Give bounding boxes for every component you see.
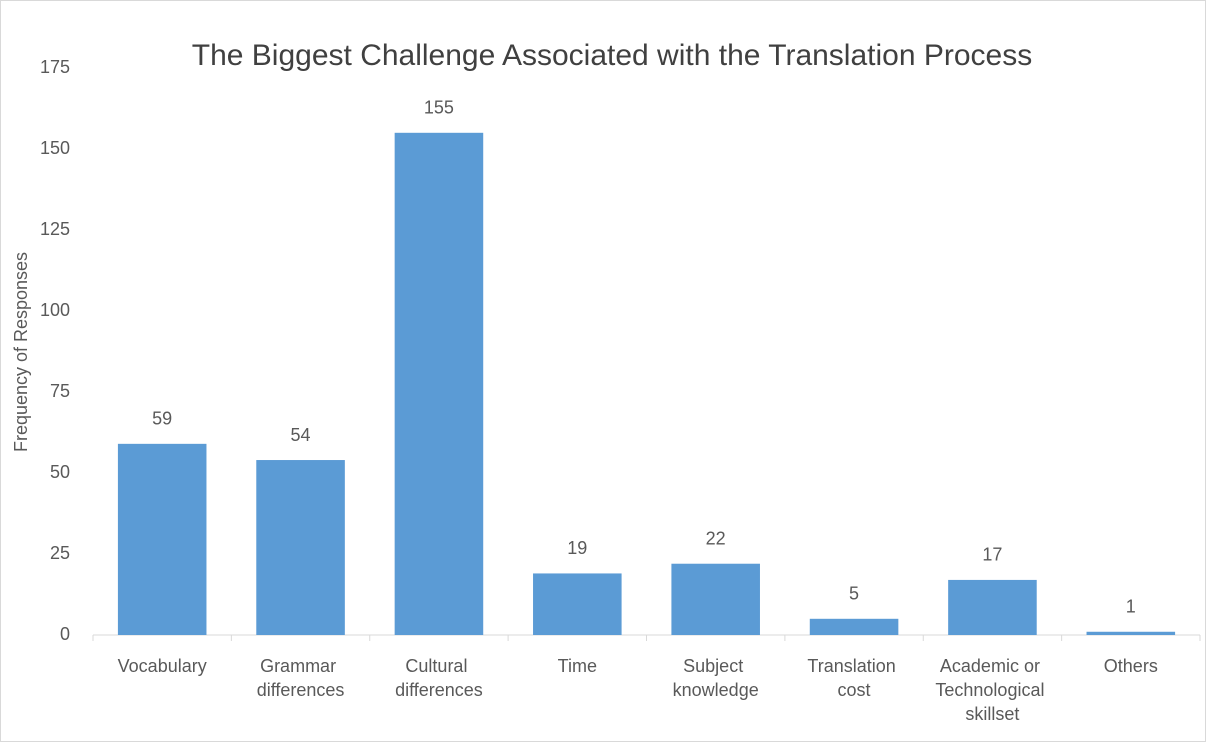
data-label: 54 [291,425,311,445]
bar [394,132,484,636]
x-tick-label: Others [1104,656,1158,676]
data-label: 59 [152,409,172,429]
x-tick-label: Time [558,656,597,676]
bar [256,460,345,635]
y-axis-title: Frequency of Responses [11,252,31,452]
y-tick-label: 175 [40,57,70,77]
data-label: 17 [982,545,1002,565]
y-tick-label: 100 [40,300,70,320]
bar [948,579,1037,635]
bar [1086,631,1176,635]
bar [117,443,207,635]
chart-title: The Biggest Challenge Associated with th… [192,39,1032,72]
y-tick-label: 150 [40,138,70,158]
data-label: 22 [706,528,726,548]
x-tick-label: Subject knowledge [673,656,759,700]
x-tick-label: Translation cost [807,656,900,700]
data-label: 5 [849,584,859,604]
data-label: 19 [567,538,587,558]
y-tick-label: 25 [50,543,70,563]
y-tick-label: 0 [60,624,70,644]
bar [809,618,899,635]
bar [533,573,622,635]
x-tick-label: Academic or Technological skillset [935,656,1049,724]
y-tick-label: 75 [50,381,70,401]
data-label: 1 [1126,597,1136,617]
y-tick-label: 125 [40,219,70,239]
data-label: 155 [424,98,454,118]
x-tick-label: Cultural differences [395,656,483,700]
x-tick-label: Vocabulary [118,656,207,676]
x-tick-label: Grammar differences [257,656,345,700]
bar [671,563,760,635]
y-tick-label: 50 [50,462,70,482]
